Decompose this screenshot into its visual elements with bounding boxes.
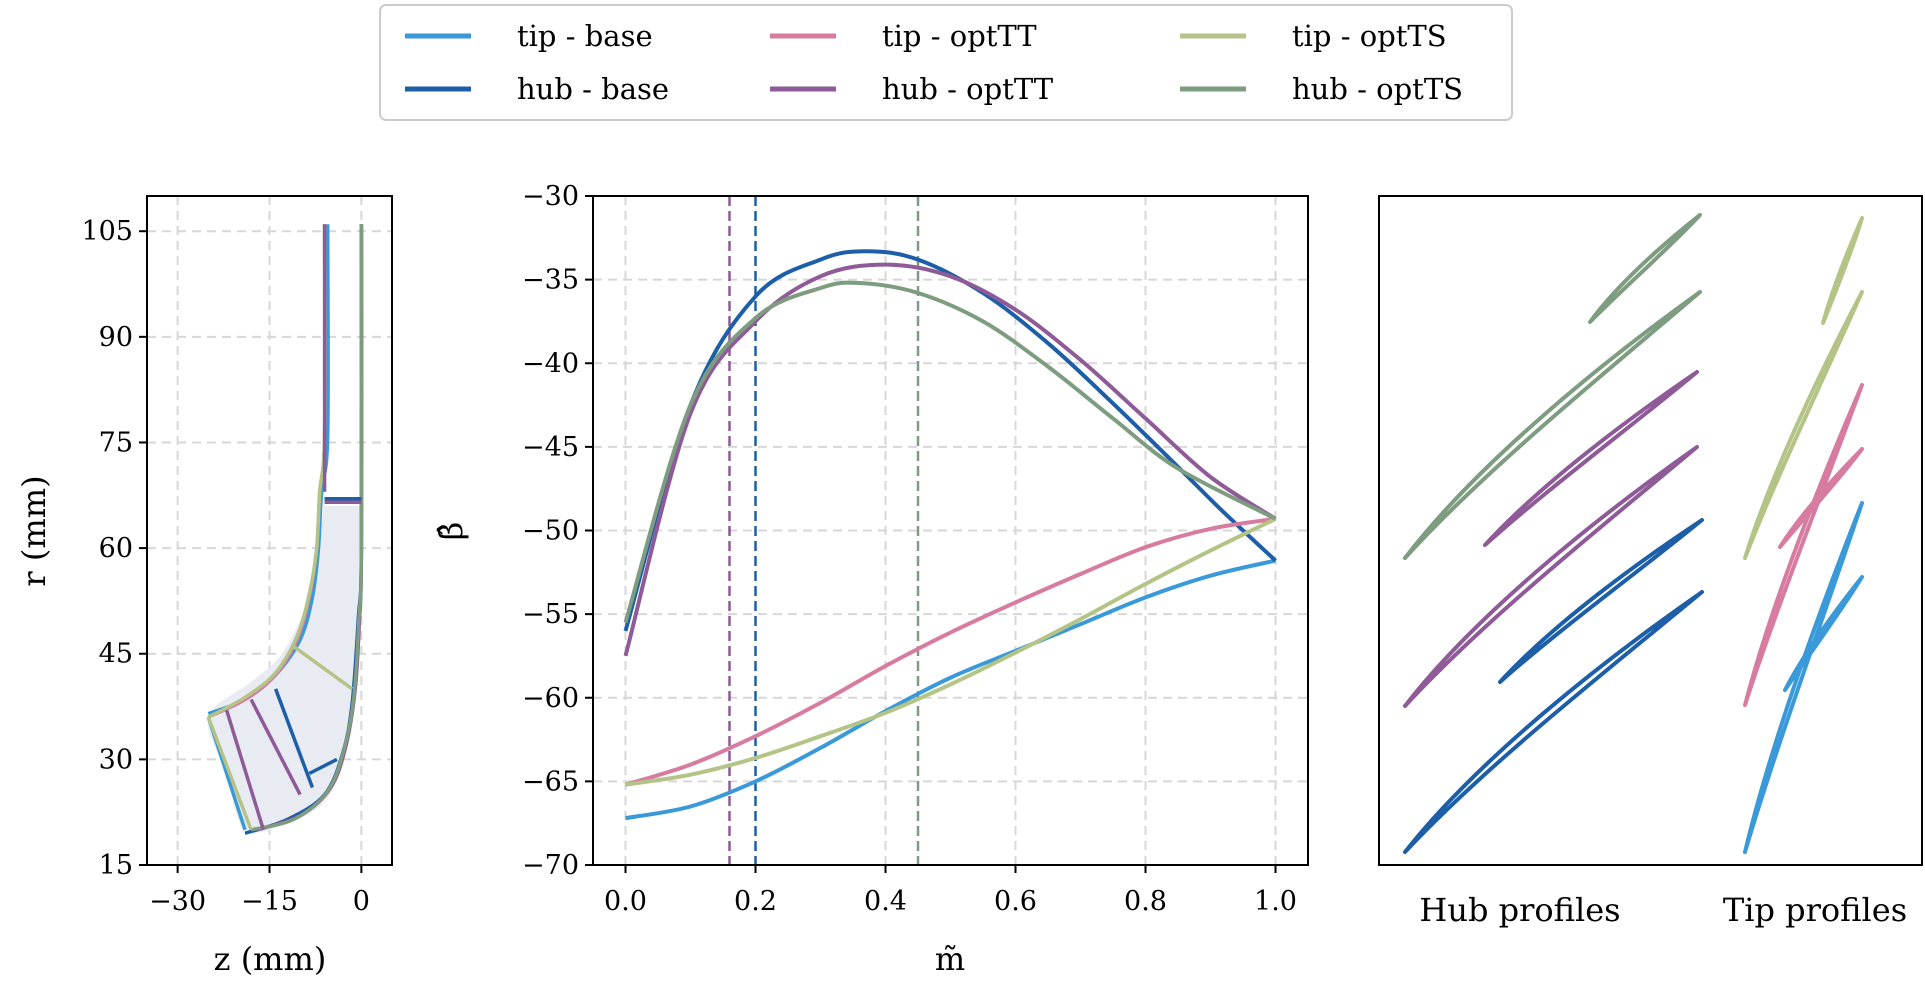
beta-ytick-label: −40 bbox=[522, 348, 579, 379]
profile-hub-optTT-2 bbox=[1483, 370, 1699, 547]
beta-ylabel: β̂ bbox=[432, 522, 470, 541]
beta-xtick-label: 0.2 bbox=[734, 886, 777, 917]
profile-tip-base-1 bbox=[1743, 501, 1864, 854]
meridional-ytick-label: 90 bbox=[99, 322, 133, 353]
beta-line-hub-optTT bbox=[623, 262, 1277, 657]
meridional-line-tip-optTS bbox=[206, 716, 253, 831]
legend-label-tip-base: tip - base bbox=[517, 19, 653, 53]
beta-xlabel: m̃ bbox=[935, 940, 965, 978]
profiles-plot: Hub profiles Tip profiles bbox=[1378, 195, 1923, 929]
beta-ytick-label: −45 bbox=[522, 432, 579, 463]
meridional-ytick-label: 105 bbox=[81, 216, 133, 247]
beta-lines bbox=[623, 249, 1277, 821]
legend-entries: tip - base hub - base tip - optTT hub - opt… bbox=[405, 19, 1463, 106]
meridional-ytick-label: 60 bbox=[99, 533, 133, 564]
legend: tip - base hub - base tip - optTT hub - opt… bbox=[379, 4, 1513, 121]
meridional-ytick-label: 75 bbox=[99, 427, 133, 458]
beta-ytick-label: −50 bbox=[522, 516, 579, 547]
profile-tip-optTS-1 bbox=[1743, 290, 1864, 560]
profile-tip-optTT-2 bbox=[1778, 447, 1864, 549]
meridional-line-hub-base bbox=[273, 688, 315, 789]
meridional-plot: −30 −15 0 15 30 45 60 75 90 105 z (mm) r (mm) bbox=[15, 195, 393, 978]
beta-ytick-label: −60 bbox=[522, 683, 579, 714]
beta-line-tip-optTT bbox=[624, 516, 1276, 787]
profile-hub-optTS-1 bbox=[1403, 290, 1702, 560]
profile-shapes bbox=[1403, 213, 1864, 854]
legend-label-tip-optTS: tip - optTS bbox=[1292, 19, 1447, 53]
profiles-axes-frame bbox=[1378, 195, 1923, 866]
beta-ytick-label: −70 bbox=[522, 850, 579, 881]
meridional-line-tip-optTS bbox=[292, 645, 354, 691]
hub-profiles-label: Hub profiles bbox=[1419, 891, 1620, 929]
legend-label-hub-base: hub - base bbox=[517, 72, 669, 106]
legend-label-hub-optTS: hub - optTS bbox=[1292, 72, 1463, 106]
meridional-xtick-label: 0 bbox=[353, 886, 370, 917]
meridional-ytick-label: 15 bbox=[99, 850, 133, 881]
meridional-ytick-label: 30 bbox=[99, 744, 133, 775]
meridional-line-hub-base bbox=[308, 757, 338, 776]
beta-xtick-label: 1.0 bbox=[1254, 886, 1297, 917]
meridional-line-hub-optTT bbox=[224, 709, 266, 831]
beta-xtick-label: 0.8 bbox=[1124, 886, 1167, 917]
beta-vlines bbox=[728, 196, 920, 865]
meridional-line-hub-optTS bbox=[250, 224, 364, 832]
beta-line-hub-optTS bbox=[623, 280, 1277, 624]
meridional-xtick-label: −30 bbox=[149, 886, 206, 917]
beta-ticks: 0.0 0.2 0.4 0.6 0.8 1.0 −30 −35 −40 −45 −50 −55 −60 −… bbox=[522, 181, 1297, 917]
meridional-ticks: −30 −15 0 15 30 45 60 75 90 105 bbox=[81, 216, 370, 917]
beta-line-tip-optTS bbox=[625, 517, 1277, 787]
beta-xtick-label: 0.0 bbox=[604, 886, 647, 917]
beta-line-tip-base bbox=[625, 558, 1276, 821]
profile-tip-optTS-2 bbox=[1821, 216, 1864, 325]
legend-label-tip-optTT: tip - optTT bbox=[882, 19, 1037, 53]
beta-ytick-label: −30 bbox=[522, 181, 579, 212]
meridional-ylabel: r (mm) bbox=[15, 475, 53, 586]
meridional-xtick-label: −15 bbox=[241, 886, 298, 917]
beta-ytick-label: −35 bbox=[522, 265, 579, 296]
beta-xtick-label: 0.6 bbox=[994, 886, 1037, 917]
profile-hub-base-1 bbox=[1403, 590, 1704, 854]
beta-plot: 0.0 0.2 0.4 0.6 0.8 1.0 −30 −35 −40 −45 −50 −55 −60 −… bbox=[432, 181, 1309, 978]
tip-profiles-label: Tip profiles bbox=[1723, 891, 1907, 929]
meridional-lines bbox=[206, 224, 364, 835]
profile-tip-optTT-1 bbox=[1743, 383, 1864, 707]
meridional-ytick-label: 45 bbox=[99, 639, 133, 670]
meridional-xlabel: z (mm) bbox=[214, 940, 327, 978]
profile-hub-optTS-2 bbox=[1588, 213, 1702, 324]
profile-tip-base-2 bbox=[1783, 575, 1864, 692]
profile-hub-optTT-1 bbox=[1403, 445, 1699, 708]
beta-xtick-label: 0.4 bbox=[864, 886, 907, 917]
beta-ytick-label: −55 bbox=[522, 599, 579, 630]
legend-label-hub-optTT: hub - optTT bbox=[882, 72, 1054, 106]
meridional-line-hub-optTT bbox=[249, 698, 302, 796]
beta-ytick-label: −65 bbox=[522, 766, 579, 797]
beta-line-hub-base bbox=[623, 249, 1277, 632]
profile-hub-base-2 bbox=[1498, 518, 1704, 684]
